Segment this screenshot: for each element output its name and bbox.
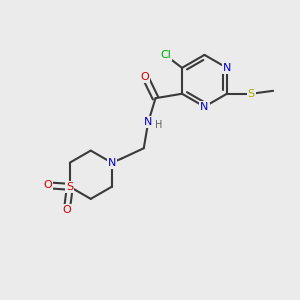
Text: N: N	[144, 117, 152, 127]
Text: N: N	[200, 102, 209, 112]
Text: H: H	[154, 120, 162, 130]
Text: N: N	[223, 63, 231, 73]
Text: O: O	[44, 180, 52, 190]
Text: S: S	[248, 89, 255, 99]
Text: O: O	[141, 72, 150, 82]
Text: Cl: Cl	[160, 50, 171, 61]
Text: O: O	[62, 205, 71, 215]
Text: S: S	[66, 182, 74, 192]
Text: N: N	[107, 158, 116, 168]
